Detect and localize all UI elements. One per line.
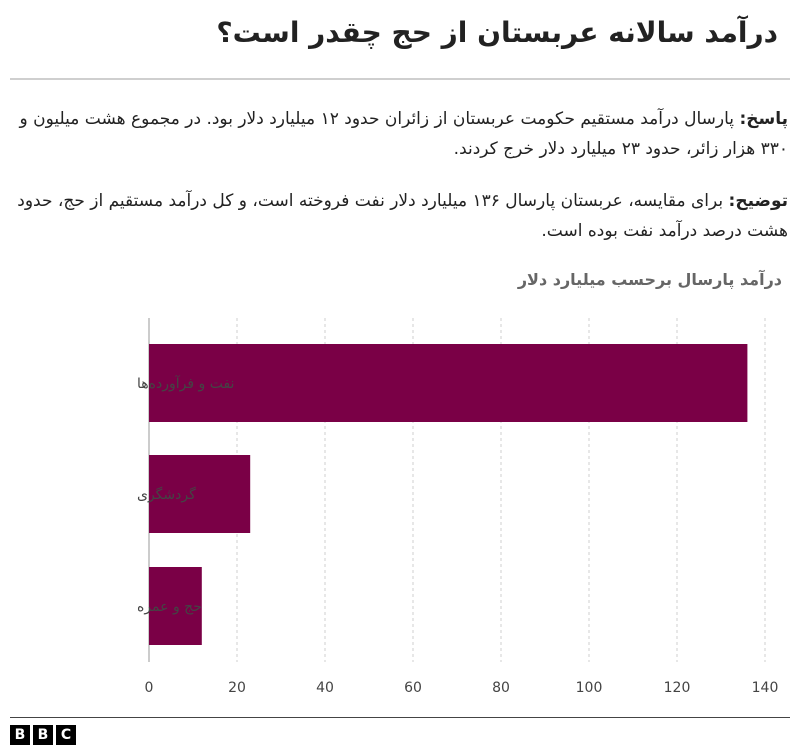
bar bbox=[149, 455, 251, 533]
x-tick-label: 80 bbox=[492, 680, 510, 696]
chart-title: درآمد سالانه عربستان از حج چقدر است؟ bbox=[216, 16, 778, 49]
category-label: نفت و فرآورده‌ها bbox=[137, 375, 234, 392]
bbc-logo: B B C bbox=[10, 725, 76, 745]
bar bbox=[149, 344, 748, 422]
footer-divider bbox=[10, 717, 790, 718]
bar bbox=[149, 567, 202, 645]
bbc-logo-letter-1: B bbox=[10, 725, 30, 745]
explanation-text: برای مقایسه، عربستان پارسال ۱۳۶ میلیارد … bbox=[17, 191, 788, 241]
category-label: گردشگری bbox=[137, 486, 196, 503]
bbc-logo-letter-3: C bbox=[56, 725, 76, 745]
category-label: حج و عمره bbox=[137, 599, 202, 615]
answer-label: پاسخ: bbox=[739, 109, 788, 129]
x-tick-label: 100 bbox=[576, 680, 603, 696]
explanation-label: توضیح: bbox=[728, 191, 788, 211]
x-tick-label: 120 bbox=[664, 680, 691, 696]
header-divider bbox=[10, 78, 790, 80]
x-tick-label: 20 bbox=[228, 680, 246, 696]
answer-paragraph: پاسخ: پارسال درآمد مستقیم حکومت عربستان … bbox=[12, 104, 788, 164]
bbc-logo-letter-2: B bbox=[33, 725, 53, 745]
bar-chart: 0 20 40 60 80 100 120 140 نفت و فرآورده‌ها گردشگر… bbox=[137, 318, 779, 696]
x-tick-label: 40 bbox=[316, 680, 334, 696]
x-tick-label: 0 bbox=[145, 680, 154, 696]
chart-subtitle: درآمد پارسال برحسب میلیارد دلار bbox=[517, 270, 782, 289]
explanation-paragraph: توضیح: برای مقایسه، عربستان پارسال ۱۳۶ م… bbox=[12, 186, 788, 246]
answer-text: پارسال درآمد مستقیم حکومت عربستان از زائ… bbox=[19, 109, 788, 159]
x-tick-label: 140 bbox=[752, 680, 779, 696]
x-tick-label: 60 bbox=[404, 680, 422, 696]
